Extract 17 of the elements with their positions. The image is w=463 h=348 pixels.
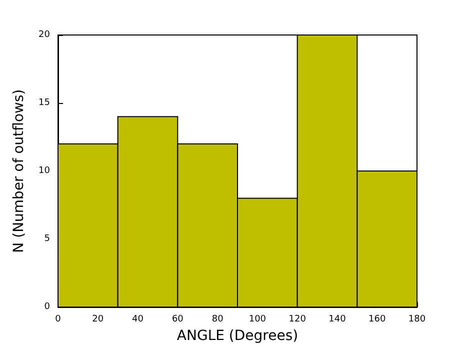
- y-tick-label: 5: [44, 234, 50, 244]
- y-tick-label: 15: [38, 98, 50, 108]
- x-tick-label: 0: [55, 314, 62, 325]
- x-tick-label: 100: [248, 314, 266, 325]
- y-axis-title: N (Number of outflows): [11, 89, 27, 253]
- x-tick-label: 80: [212, 314, 224, 325]
- x-tick-label: 40: [132, 314, 144, 325]
- y-tick-label: 20: [38, 30, 50, 40]
- x-tick-label: 20: [92, 314, 104, 325]
- y-tick-label: 0: [44, 302, 50, 312]
- x-tick-label: 60: [172, 314, 184, 325]
- y-tick-label: 10: [38, 166, 50, 176]
- x-tick-label: 160: [368, 314, 386, 325]
- x-tick-label: 120: [288, 314, 306, 325]
- x-tick-label: 180: [408, 314, 426, 325]
- x-tick-label: 140: [328, 314, 346, 325]
- x-axis-title: ANGLE (Degrees): [176, 328, 298, 344]
